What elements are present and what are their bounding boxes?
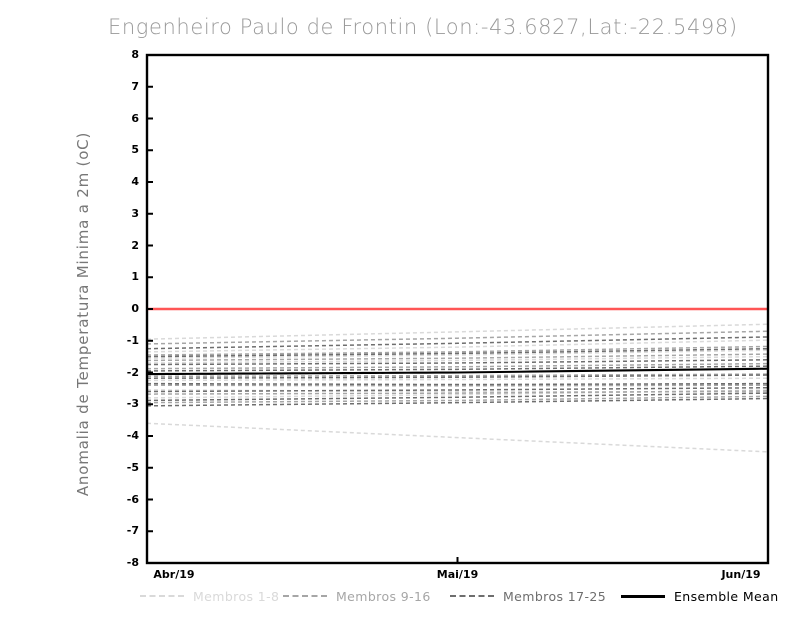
- series-line: [146, 382, 769, 386]
- legend-item[interactable]: Ensemble Mean: [621, 586, 779, 606]
- x-tick-label: Mai/19: [436, 568, 479, 581]
- series-line: [146, 355, 769, 364]
- y-tick-label: -6: [126, 492, 139, 506]
- chart-title: Engenheiro Paulo de Frontin (Lon:-43.682…: [108, 15, 738, 39]
- y-tick-label: -4: [126, 429, 139, 442]
- series-line: [146, 359, 769, 366]
- series-line: [146, 397, 769, 407]
- legend-label: Membros 17-25: [503, 588, 607, 604]
- series-line: [146, 353, 769, 362]
- y-tick-label: -7: [126, 524, 139, 538]
- legend-swatch: [621, 594, 665, 598]
- y-tick-label: -5: [126, 460, 139, 474]
- legend-swatch: [283, 595, 327, 597]
- legend-label: Membros 9-16: [336, 588, 431, 604]
- series-line: [146, 386, 769, 393]
- y-tick-label: -8: [126, 556, 139, 569]
- series-line: [146, 422, 769, 453]
- series-line: [146, 323, 769, 340]
- series-line: [146, 389, 769, 393]
- legend-item[interactable]: Membros 1-8: [140, 586, 279, 606]
- y-tick-label: -2: [126, 365, 139, 379]
- series-line: [146, 362, 769, 370]
- series-line: [146, 384, 769, 387]
- series-line: [146, 339, 769, 353]
- y-tick-label: 2: [131, 238, 139, 252]
- y-tick-label: 1: [131, 270, 139, 284]
- series-lines: [146, 323, 769, 453]
- y-tick-label: 6: [131, 111, 139, 125]
- y-tick-label: 0: [131, 302, 139, 315]
- y-tick-label: 4: [131, 175, 139, 188]
- series-line: [146, 365, 769, 372]
- legend-item[interactable]: Membros 17-25: [450, 586, 606, 606]
- series-line: [146, 373, 769, 378]
- series-line: [146, 336, 769, 350]
- series-line: [146, 347, 769, 358]
- legend-swatch: [140, 595, 184, 597]
- y-tick-label: 8: [131, 48, 139, 61]
- legend-label: Membros 1-8: [193, 588, 280, 604]
- x-tick-label: Abr/19: [153, 568, 195, 581]
- y-tick-label: -3: [126, 397, 139, 411]
- series-line: [146, 345, 769, 356]
- x-tick-label: Jun/19: [721, 568, 761, 581]
- series-line: [146, 349, 769, 359]
- series-line: [146, 392, 769, 402]
- y-tick-label: 5: [131, 143, 139, 157]
- series-line: [146, 390, 769, 395]
- series-line: [146, 330, 769, 345]
- y-tick-label: 7: [131, 79, 139, 93]
- series-line: [146, 389, 769, 399]
- y-tick-label: -1: [126, 333, 139, 347]
- chart-legend: Membros 1-8 Membros 9-16 Membros 17-25 Ense…: [0, 586, 800, 608]
- series-line: [146, 377, 769, 382]
- series-line: [146, 395, 769, 404]
- series-line: [146, 374, 769, 379]
- y-tick-label: 3: [131, 206, 139, 220]
- legend-label: Ensemble Mean: [674, 588, 779, 604]
- legend-item[interactable]: Membros 9-16: [283, 586, 431, 606]
- axis-ticks: [146, 54, 769, 564]
- series-line: [146, 367, 769, 376]
- legend-swatch: [450, 595, 494, 597]
